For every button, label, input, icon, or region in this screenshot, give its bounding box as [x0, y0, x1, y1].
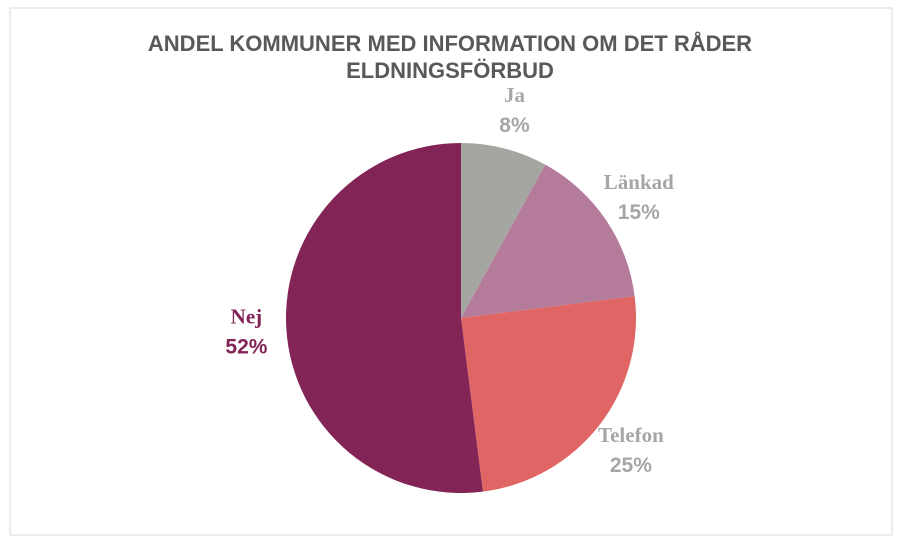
slice-label: Länkad — [604, 170, 674, 194]
pie-slice — [461, 296, 636, 492]
slice-label: Nej — [231, 304, 262, 328]
pie-slice — [461, 143, 546, 318]
slice-label: Telefon — [598, 423, 664, 447]
chart-title: ANDEL KOMMUNER MED INFORMATION OM DET RÅ… — [147, 31, 753, 83]
frame — [9, 7, 893, 536]
slice-label: Ja — [504, 83, 526, 107]
pie-slice — [286, 143, 483, 493]
slice-value-label: 52% — [225, 335, 267, 358]
slice-value-label: 8% — [499, 114, 530, 137]
slice-value-label: 25% — [610, 454, 652, 477]
slice-value-label: 15% — [618, 201, 660, 224]
pie-slice — [461, 164, 635, 318]
